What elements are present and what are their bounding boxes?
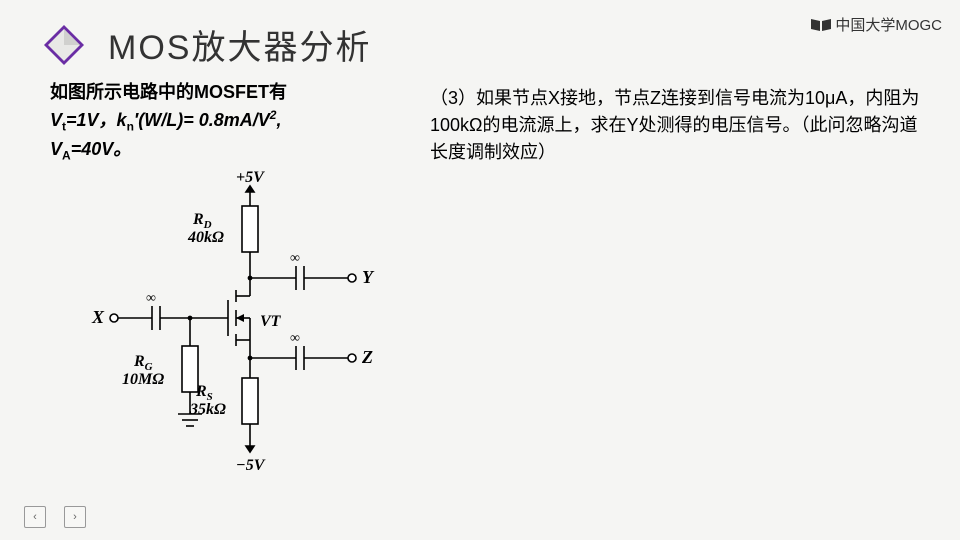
logo-diamond-icon [40,21,88,69]
next-button[interactable]: › [64,506,86,528]
book-icon [811,18,831,32]
svg-text:Y: Y [362,267,375,287]
svg-text:40kΩ: 40kΩ [187,229,224,246]
content-area: 如图所示电路中的MOSFET有 Vt=1V，kn′(W/L)= 0.8mA/V2… [0,79,960,495]
svg-text:10MΩ: 10MΩ [122,371,164,388]
svg-text:35kΩ: 35kΩ [189,401,226,418]
svg-text:∞: ∞ [290,251,300,266]
problem-statement: 如图所示电路中的MOSFET有 Vt=1V，kn′(W/L)= 0.8mA/V2… [50,79,410,164]
circuit-diagram: +5V RD 40kΩ ∞ [60,170,410,495]
slide-page: MOS放大器分析 中国大学MOGC 如图所示电路中的MOSFET有 Vt=1V，… [0,0,960,540]
svg-text:X: X [91,307,105,327]
svg-text:RD: RD [192,211,212,231]
slide-title: MOS放大器分析 [108,20,371,69]
label-plus5v: +5V [236,170,265,186]
question-text: （3）如果节点X接地，节点Z连接到信号电流为10μA，内阻为100kΩ的电流源上… [430,85,930,166]
svg-text:∞: ∞ [146,291,156,306]
header: MOS放大器分析 [0,0,960,79]
svg-text:VT: VT [260,313,282,330]
problem-params-line1: Vt=1V，kn′(W/L)= 0.8mA/V2, [50,106,410,136]
svg-text:−5V: −5V [236,457,266,474]
svg-text:∞: ∞ [290,331,300,346]
prev-button[interactable]: ‹ [24,506,46,528]
svg-text:RG: RG [133,353,153,373]
mooc-brand-text: 中国大学MOGC [835,14,942,35]
right-column: （3）如果节点X接地，节点Z连接到信号电流为10μA，内阻为100kΩ的电流源上… [430,79,930,495]
left-column: 如图所示电路中的MOSFET有 Vt=1V，kn′(W/L)= 0.8mA/V2… [50,79,410,495]
problem-params-line2: VA=40V。 [50,136,410,165]
mooc-brand: 中国大学MOGC [811,14,942,35]
problem-line1: 如图所示电路中的MOSFET有 [50,79,410,106]
svg-text:Z: Z [361,347,373,367]
nav-buttons: ‹ › [24,506,86,528]
